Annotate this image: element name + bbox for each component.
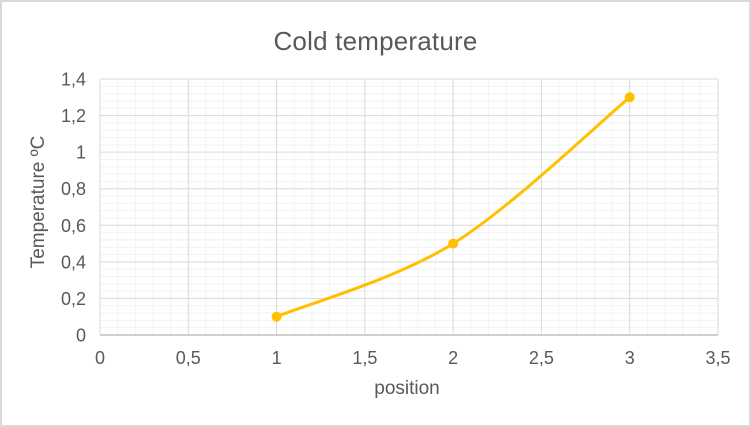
y-tick-label: 1,4 — [61, 70, 86, 90]
x-tick-label: 0 — [95, 348, 105, 368]
x-axis-title: position — [374, 378, 440, 399]
x-tick-label: 2,5 — [529, 348, 554, 368]
y-tick-label: 0,6 — [61, 216, 86, 236]
x-tick-label: 3 — [625, 348, 635, 368]
y-tick-label: 0,4 — [61, 252, 86, 272]
x-tick-label: 3,5 — [705, 348, 730, 368]
x-tick-label: 0,5 — [176, 348, 201, 368]
y-tick-label: 1 — [76, 143, 86, 163]
y-tick-label: 0 — [76, 326, 86, 346]
x-tick-label: 1,5 — [352, 348, 377, 368]
data-point-marker — [624, 92, 635, 103]
y-tick-label: 0,2 — [61, 289, 86, 309]
y-tick-label: 1,2 — [61, 106, 86, 126]
y-axis-title: Temperature ºC — [28, 135, 49, 269]
data-point-marker — [448, 238, 459, 249]
x-tick-label: 1 — [272, 348, 282, 368]
data-point-marker — [271, 311, 282, 322]
y-tick-label: 0,8 — [61, 179, 86, 199]
chart-title: Cold temperature — [273, 26, 478, 56]
x-tick-label: 2 — [448, 348, 458, 368]
